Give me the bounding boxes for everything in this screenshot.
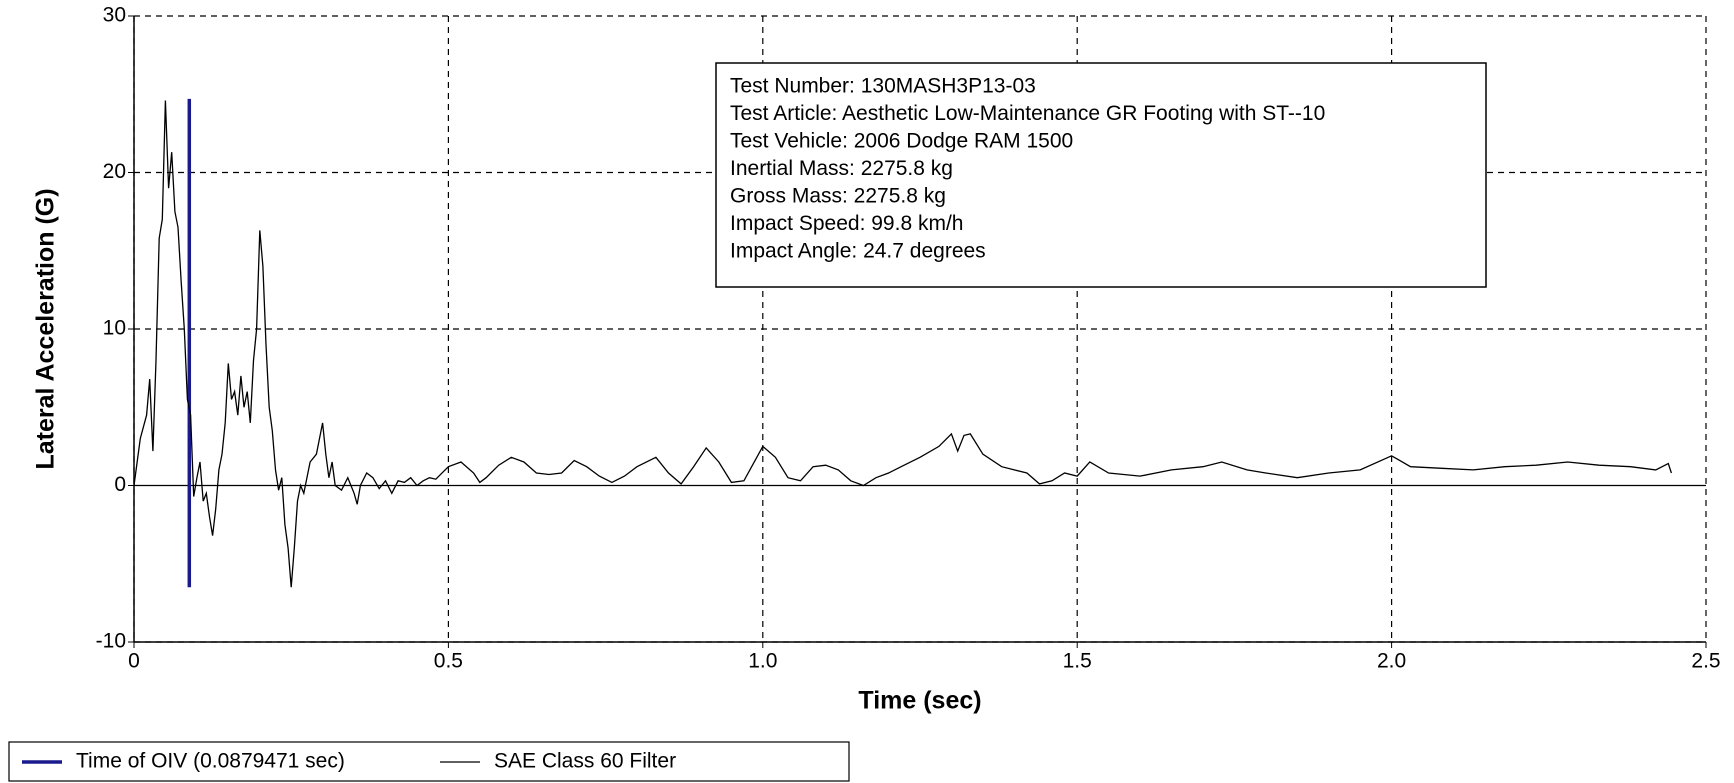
y-tick-label: 0 <box>114 473 126 496</box>
annotation-line: Test Number: 130MASH3P13-03 <box>730 75 1036 98</box>
y-tick-label: 30 <box>103 4 126 27</box>
annotation-line: Test Article: Aesthetic Low-Maintenance … <box>730 102 1325 125</box>
data-line <box>133 100 1673 588</box>
annotation-line: Inertial Mass: 2275.8 kg <box>730 157 953 180</box>
y-tick-label: 20 <box>103 160 126 183</box>
x-tick-label: 2.5 <box>1691 650 1720 673</box>
legend-label: SAE Class 60 Filter <box>494 750 676 773</box>
x-tick-label: 1.0 <box>748 650 777 673</box>
x-tick-label: 2.0 <box>1377 650 1406 673</box>
annotation-box <box>715 62 1487 288</box>
annotation-line: Gross Mass: 2275.8 kg <box>730 185 946 208</box>
annotation-line: Impact Angle: 24.7 degrees <box>730 240 986 263</box>
y-axis-label: Lateral Acceleration (G) <box>32 188 60 469</box>
x-axis-label: Time (sec) <box>858 687 981 715</box>
legend-label: Time of OIV (0.0879471 sec) <box>76 750 345 773</box>
x-tick-label: 0.5 <box>434 650 463 673</box>
legend-box <box>8 741 850 782</box>
x-tick-label: 0 <box>128 650 140 673</box>
annotation-line: Test Vehicle: 2006 Dodge RAM 1500 <box>730 130 1073 153</box>
annotation-line: Impact Speed: 99.8 km/h <box>730 212 963 235</box>
y-tick-label: -10 <box>96 630 126 653</box>
x-tick-label: 1.5 <box>1063 650 1092 673</box>
y-tick-label: 10 <box>103 317 126 340</box>
